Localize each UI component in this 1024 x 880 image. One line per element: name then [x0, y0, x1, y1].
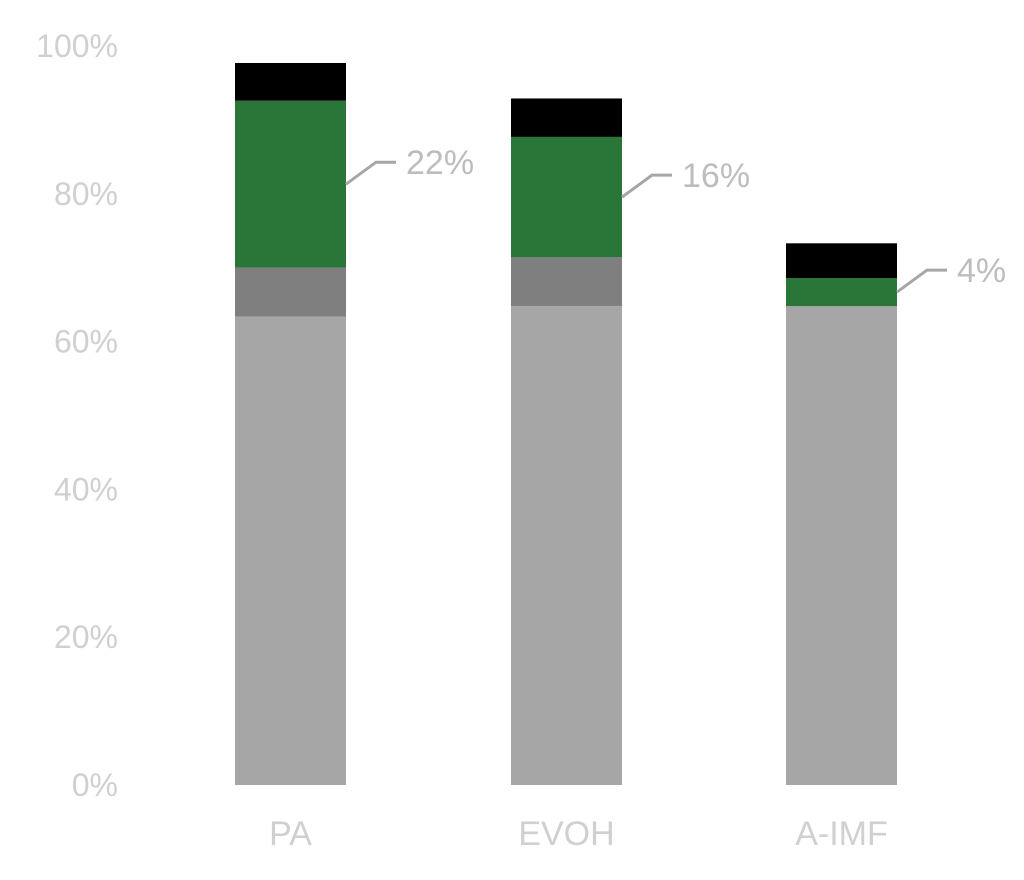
data-label: 22% [406, 144, 474, 182]
leader-line [621, 173, 672, 199]
x-category-label: EVOH [518, 815, 614, 853]
bar-segment [235, 267, 346, 317]
x-category-label: A-IMF [795, 815, 888, 853]
y-tick-label: 80% [54, 176, 118, 212]
bars [235, 62, 897, 785]
x-category-label: PA [269, 815, 312, 853]
y-tick-label: 20% [54, 619, 118, 655]
bar-segment [511, 257, 622, 307]
y-tick-label: 100% [36, 28, 118, 64]
bar-segment [235, 316, 346, 785]
y-tick-label: 40% [54, 471, 118, 507]
leader-line [896, 268, 947, 294]
x-axis-categories: PA EVOH A-IMF [269, 815, 888, 853]
leader-line [345, 160, 396, 186]
y-axis-ticks: 0% 20% 40% 60% 80% 100% [36, 28, 118, 803]
bar-segment [511, 306, 622, 785]
data-labels: 22% 16% 4% [345, 144, 1006, 294]
data-label: 4% [957, 252, 1006, 290]
bar-segment [511, 98, 622, 137]
bar-segment [786, 243, 897, 279]
bar-segment [786, 306, 897, 785]
bar-segment [786, 278, 897, 307]
y-tick-label: 60% [54, 324, 118, 360]
y-tick-label: 0% [72, 767, 118, 803]
bar-segment [511, 136, 622, 258]
data-label: 16% [682, 157, 750, 195]
bar-segment [235, 62, 346, 101]
bar-segment [235, 100, 346, 268]
